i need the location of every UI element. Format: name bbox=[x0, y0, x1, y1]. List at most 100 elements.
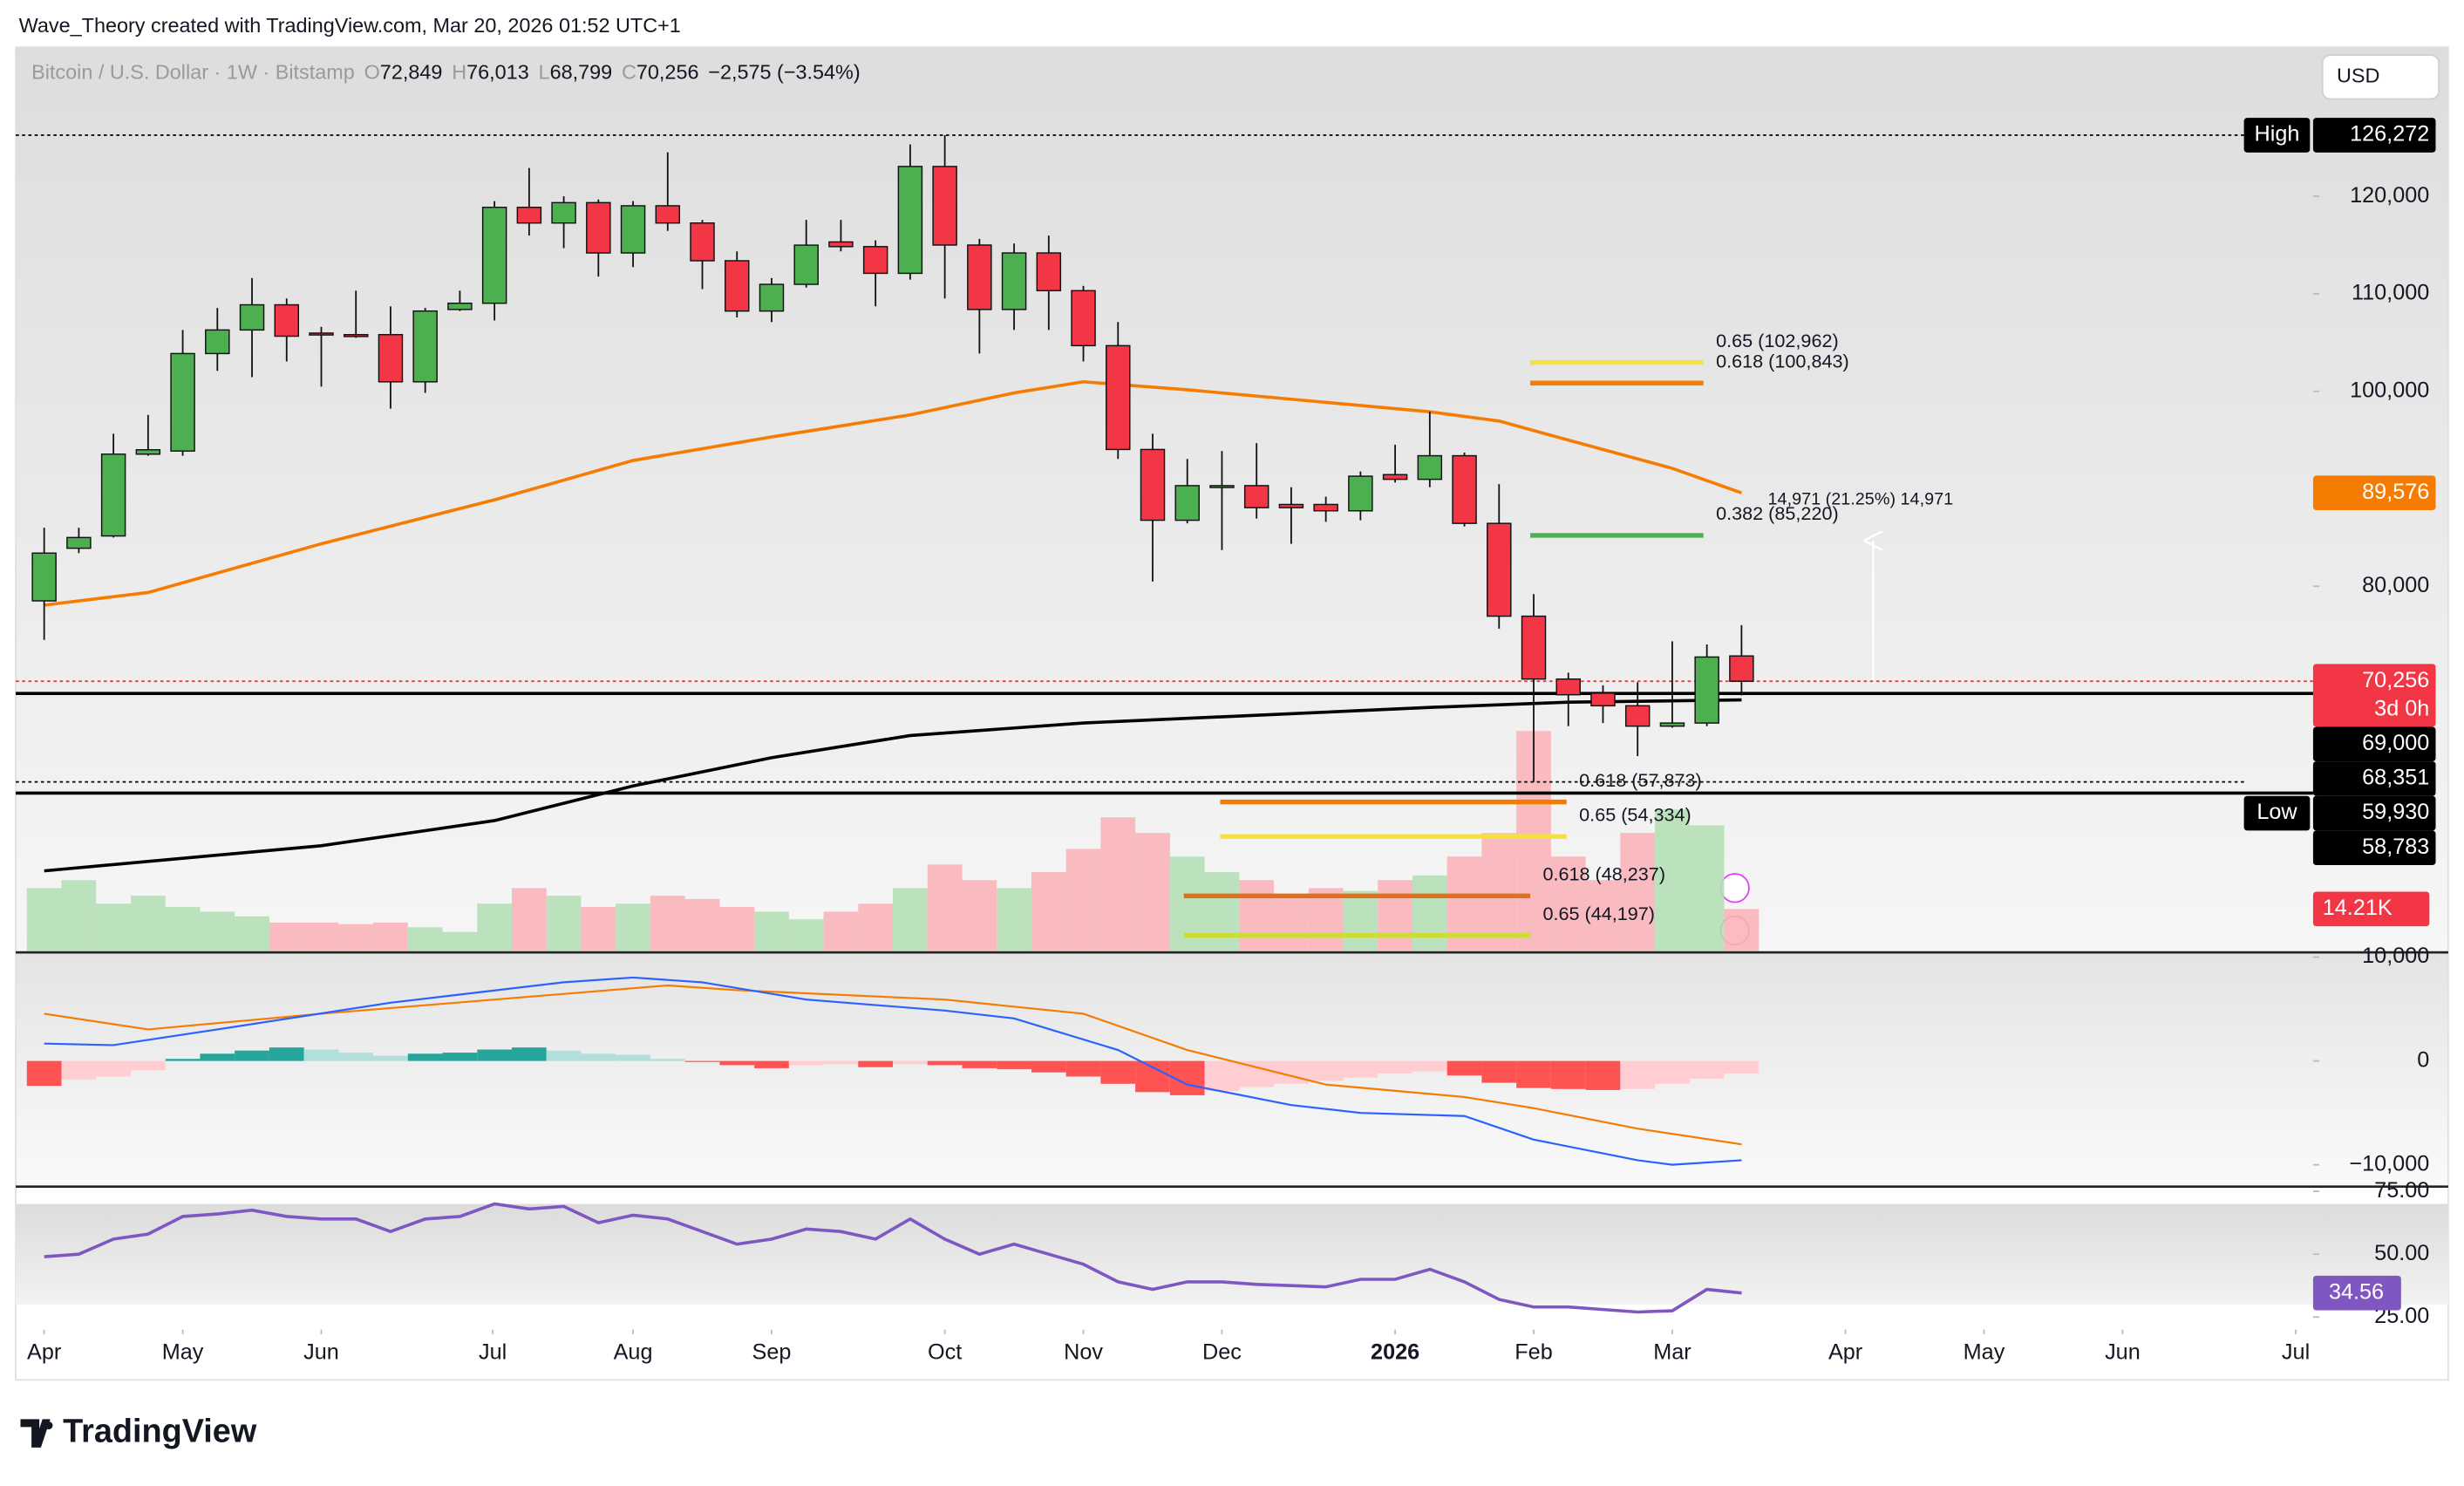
candle-body bbox=[274, 303, 300, 337]
candle-body bbox=[655, 205, 681, 224]
fib-label: 0.65 (44,197) bbox=[1542, 903, 1655, 924]
candle-body bbox=[1140, 448, 1166, 521]
candle-body bbox=[551, 201, 576, 224]
candle-body bbox=[1487, 522, 1512, 617]
macd-histogram-bar bbox=[1065, 1060, 1101, 1077]
volume-bar bbox=[338, 924, 374, 951]
x-tick-label: Feb bbox=[1514, 1339, 1552, 1364]
candle-body bbox=[1521, 615, 1547, 680]
event-icon[interactable] bbox=[1719, 873, 1750, 903]
x-tick-label: Nov bbox=[1064, 1339, 1103, 1364]
macd-histogram-bar bbox=[927, 1060, 963, 1066]
x-tick-label: Oct bbox=[928, 1339, 962, 1364]
fib-label: 0.618 (57,873) bbox=[1579, 769, 1702, 791]
macd-histogram-bar bbox=[823, 1060, 859, 1065]
fib-label: 0.65 (102,962) bbox=[1716, 330, 1839, 351]
price-badge-label: 58,783 bbox=[2362, 835, 2429, 859]
x-tick-label: Apr bbox=[27, 1339, 61, 1364]
candle-body bbox=[690, 222, 715, 262]
volume-bar bbox=[1378, 880, 1412, 951]
x-tick-label: Jul bbox=[479, 1339, 507, 1364]
volume-bar bbox=[1031, 872, 1066, 951]
candle-body bbox=[1071, 290, 1096, 347]
candle-body bbox=[967, 244, 992, 310]
volume-bar bbox=[477, 903, 513, 951]
volume-badge bbox=[2312, 891, 2430, 927]
macd-histogram-bar bbox=[26, 1060, 62, 1087]
volume-bar bbox=[1481, 833, 1517, 951]
logo-dot bbox=[44, 1421, 53, 1430]
volume-bar bbox=[788, 919, 824, 951]
macd-tick-label: 0 bbox=[2417, 1047, 2429, 1072]
candle-body bbox=[1694, 656, 1719, 724]
currency-button[interactable] bbox=[2321, 54, 2440, 100]
close: 70,256 bbox=[636, 61, 699, 84]
x-tick-label: May bbox=[162, 1339, 204, 1364]
candle-body bbox=[100, 453, 126, 537]
macd-line bbox=[44, 976, 1742, 1166]
macd-histogram-bar bbox=[788, 1060, 824, 1066]
l-tag: L bbox=[539, 61, 550, 84]
macd-histogram-bar bbox=[1378, 1060, 1412, 1074]
price-pane bbox=[16, 47, 2448, 953]
candle-body bbox=[447, 303, 473, 310]
candle-body bbox=[309, 332, 334, 336]
volume-bar bbox=[61, 880, 97, 951]
candle-body bbox=[481, 207, 507, 304]
price-badge bbox=[2312, 761, 2436, 796]
price-badge-tag-label: High bbox=[2255, 122, 2300, 147]
volume-bar bbox=[1689, 825, 1725, 951]
volume-bar bbox=[1655, 809, 1690, 951]
volume-bar bbox=[927, 864, 963, 951]
macd-histogram-bar bbox=[338, 1053, 374, 1061]
candle-body bbox=[1348, 475, 1373, 512]
x-tick-label: Jun bbox=[303, 1339, 339, 1364]
macd-histogram-bar bbox=[1655, 1060, 1690, 1084]
candle-body bbox=[1624, 705, 1651, 727]
candle-body bbox=[1555, 678, 1581, 696]
volume-bar bbox=[858, 903, 894, 951]
c-tag: C bbox=[622, 61, 636, 84]
candle-body bbox=[1209, 485, 1235, 488]
candle-body bbox=[1001, 252, 1027, 310]
candle-body bbox=[897, 166, 923, 275]
price-badge-label: 69,000 bbox=[2362, 731, 2429, 755]
credit: Wave_Theory created with TradingView.com… bbox=[19, 14, 681, 37]
volume-bar bbox=[512, 888, 547, 951]
sma-line bbox=[44, 698, 1742, 873]
volume-bar bbox=[303, 922, 339, 951]
macd-histogram-bar bbox=[407, 1053, 443, 1061]
macd-histogram-bar bbox=[303, 1049, 339, 1061]
rsi-band bbox=[16, 1203, 2448, 1305]
macd-histogram-bar bbox=[1343, 1060, 1378, 1078]
volume-bar bbox=[235, 916, 269, 951]
macd-histogram-bar bbox=[546, 1050, 582, 1061]
high: 76,013 bbox=[466, 61, 529, 84]
macd-histogram-bar bbox=[754, 1060, 789, 1068]
macd-histogram-bar bbox=[893, 1060, 928, 1065]
price-badge-label: 126,272 bbox=[2350, 122, 2429, 147]
currency[interactable]: USD bbox=[2337, 64, 2379, 86]
price-badge bbox=[2312, 795, 2436, 831]
volume-bar bbox=[616, 903, 650, 951]
candle-body bbox=[1382, 474, 1408, 481]
candle-body bbox=[1313, 503, 1338, 512]
rsi-tick-label: 50.00 bbox=[2374, 1241, 2429, 1265]
candle-body bbox=[828, 241, 854, 248]
macd-histogram-bar bbox=[1620, 1060, 1656, 1089]
candle-body bbox=[239, 303, 265, 331]
rsi-badge-label: 34.56 bbox=[2329, 1279, 2384, 1304]
fib-label: 0.618 (100,843) bbox=[1716, 351, 1849, 372]
macd-histogram-bar bbox=[200, 1053, 235, 1061]
price-badge-tag bbox=[2243, 118, 2311, 153]
volume-bar bbox=[407, 927, 443, 951]
candle-body bbox=[31, 552, 57, 602]
macd-tick-label: 10,000 bbox=[2362, 944, 2429, 968]
volume-bar bbox=[96, 903, 131, 951]
macd-histogram-bar bbox=[962, 1060, 997, 1068]
candle-body bbox=[205, 329, 230, 355]
volume-bar bbox=[165, 906, 201, 951]
macd-tick-label: −10,000 bbox=[2349, 1151, 2429, 1176]
candle-body bbox=[1106, 344, 1131, 451]
